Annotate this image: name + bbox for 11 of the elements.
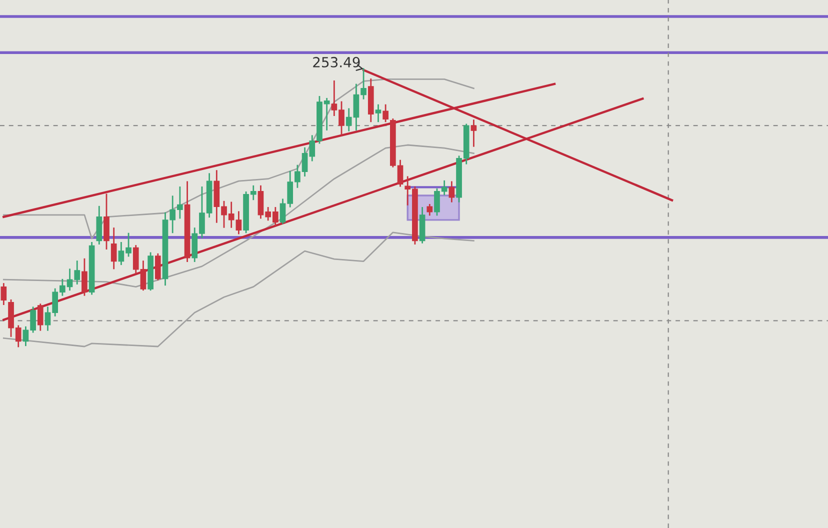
candlestick <box>82 258 88 296</box>
candlestick <box>110 228 117 270</box>
candlestick <box>448 181 455 202</box>
candlestick <box>96 206 102 245</box>
candlestick <box>154 253 161 280</box>
text: 253.49 <box>313 56 360 68</box>
candlestick <box>426 204 433 216</box>
candlestick <box>0 283 7 306</box>
candlestick <box>382 104 388 122</box>
candlestick <box>470 120 477 147</box>
candlestick <box>375 104 382 122</box>
